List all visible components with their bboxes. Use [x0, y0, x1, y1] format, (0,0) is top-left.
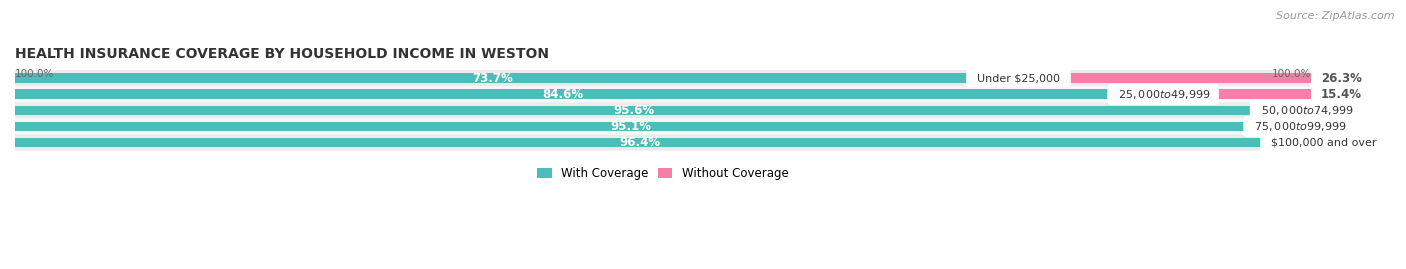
FancyBboxPatch shape [15, 134, 1310, 151]
Legend: With Coverage, Without Coverage: With Coverage, Without Coverage [537, 167, 789, 180]
FancyBboxPatch shape [15, 86, 1310, 102]
Text: 84.6%: 84.6% [543, 88, 583, 101]
Bar [1254, 105, 1310, 115]
Text: 5.0%: 5.0% [1323, 120, 1355, 133]
FancyBboxPatch shape [15, 70, 1310, 86]
Bar [970, 73, 1310, 83]
Text: 26.3%: 26.3% [1322, 72, 1362, 85]
Bar [15, 73, 970, 83]
Text: $50,000 to $74,999: $50,000 to $74,999 [1254, 104, 1358, 117]
Bar [15, 122, 1247, 131]
Text: 100.0%: 100.0% [1271, 69, 1310, 79]
Bar [1264, 138, 1310, 147]
Text: Under $25,000: Under $25,000 [970, 73, 1067, 83]
Text: 73.7%: 73.7% [472, 72, 513, 85]
Text: HEALTH INSURANCE COVERAGE BY HOUSEHOLD INCOME IN WESTON: HEALTH INSURANCE COVERAGE BY HOUSEHOLD I… [15, 47, 548, 61]
Text: $25,000 to $49,999: $25,000 to $49,999 [1111, 88, 1215, 101]
FancyBboxPatch shape [15, 102, 1310, 118]
Text: 4.4%: 4.4% [1322, 104, 1354, 117]
Bar [15, 90, 1111, 99]
Text: 100.0%: 100.0% [15, 69, 55, 79]
Bar [15, 138, 1264, 147]
Text: 15.4%: 15.4% [1322, 88, 1362, 101]
Bar [15, 105, 1254, 115]
Text: 3.6%: 3.6% [1322, 136, 1354, 149]
Text: $75,000 to $99,999: $75,000 to $99,999 [1247, 120, 1351, 133]
FancyBboxPatch shape [15, 118, 1310, 134]
Bar [1247, 122, 1312, 131]
Text: $100,000 and over: $100,000 and over [1264, 137, 1384, 147]
Bar [1111, 90, 1310, 99]
Text: 96.4%: 96.4% [619, 136, 659, 149]
Text: 95.6%: 95.6% [614, 104, 655, 117]
Text: 95.1%: 95.1% [610, 120, 651, 133]
Text: Source: ZipAtlas.com: Source: ZipAtlas.com [1277, 11, 1395, 21]
